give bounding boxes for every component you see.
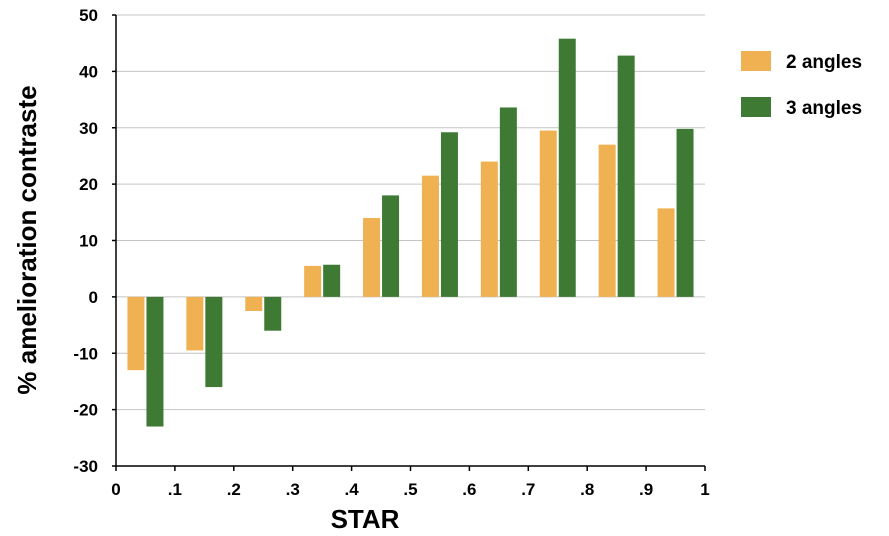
legend-label: 3 angles: [786, 98, 862, 119]
gridlines: [116, 14, 705, 411]
x-tick-label: .1: [168, 480, 182, 499]
y-tick-label: 40: [79, 62, 98, 81]
bar-2-angles: [304, 265, 322, 297]
bar-3-angles: [205, 296, 223, 388]
bar-2-angles: [363, 217, 381, 297]
bar-3-angles: [440, 132, 458, 297]
x-tick-label: .4: [345, 480, 360, 499]
x-tick-label: .7: [521, 480, 535, 499]
bar-2-angles: [186, 296, 204, 351]
legend-label: 2 angles: [786, 52, 862, 73]
bar-2-angles: [539, 130, 557, 297]
x-tick-labels: 0 .1 .2 .3 .4 .5 .6 .7 .8 .9 1: [111, 480, 709, 499]
legend-swatch: [741, 97, 771, 117]
legend-swatch: [741, 51, 771, 71]
x-tick-label: 0: [111, 480, 120, 499]
bar-3-angles: [558, 38, 576, 297]
x-tick-label: .8: [580, 480, 594, 499]
bar-3-angles: [146, 296, 164, 427]
y-tick-label: 20: [79, 175, 98, 194]
bar-2-angles: [127, 296, 145, 371]
bar-3-angles: [676, 128, 694, 297]
x-tick-label: .3: [286, 480, 300, 499]
y-tick-label: 30: [79, 119, 98, 138]
bars: [127, 38, 694, 427]
x-tick-label: 1: [700, 480, 709, 499]
x-tick-label: .9: [639, 480, 653, 499]
bar-3-angles: [323, 264, 341, 297]
y-tick-label: -20: [73, 401, 98, 420]
axes: [112, 14, 706, 471]
y-tick-label: 50: [79, 6, 98, 25]
x-tick-label: .6: [462, 480, 476, 499]
y-tick-label: 0: [89, 288, 98, 307]
bar-2-angles: [480, 161, 498, 297]
bar-2-angles: [598, 144, 616, 297]
bar-2-angles: [245, 296, 263, 311]
bar-2-angles: [657, 208, 675, 297]
x-tick-label: .2: [227, 480, 241, 499]
bar-3-angles: [264, 296, 282, 331]
bar-2-angles: [421, 175, 439, 297]
y-tick-label: -10: [73, 344, 98, 363]
bar-3-angles: [382, 195, 400, 297]
y-axis-title: % amelioration contraste: [12, 85, 42, 394]
x-axis-title: STAR: [331, 504, 400, 534]
x-tick-label: .5: [403, 480, 417, 499]
bar-3-angles: [499, 107, 517, 297]
legend: 2 angles 3 angles: [741, 51, 862, 119]
y-tick-labels: 50 40 30 20 10 0 -10 -20 -30: [73, 6, 98, 476]
bar-3-angles: [617, 55, 635, 297]
y-tick-label: 10: [79, 232, 98, 251]
y-tick-label: -30: [73, 457, 98, 476]
